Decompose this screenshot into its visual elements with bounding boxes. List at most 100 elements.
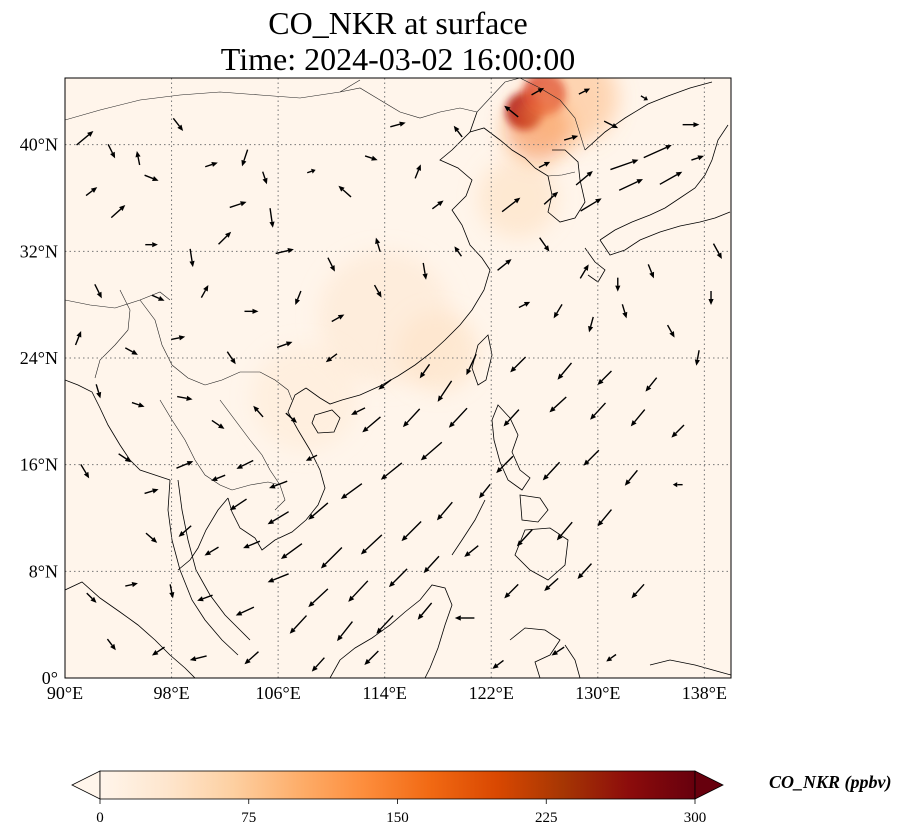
wind-arrow <box>376 615 394 634</box>
wind-arrow <box>466 353 477 376</box>
lat-tick-label: 0° <box>42 668 58 688</box>
wind-arrow <box>235 606 255 616</box>
wind-arrow <box>269 208 275 228</box>
wind-arrow <box>306 168 316 174</box>
luzon <box>491 404 531 491</box>
colorbar-tick-label: 300 <box>684 810 707 826</box>
wind-arrow <box>135 151 141 166</box>
wind-arrow <box>229 201 247 209</box>
wind-arrow <box>448 407 468 428</box>
wind-arrow <box>308 588 329 608</box>
wind-arrow <box>144 488 159 495</box>
wind-arrow <box>422 262 428 280</box>
wind-arrow <box>80 463 90 479</box>
wind-arrow <box>553 303 563 319</box>
wind-arrow <box>85 187 98 197</box>
wind-arrow <box>531 87 545 96</box>
concentration-hotspot <box>477 158 558 238</box>
wind-arrow <box>496 455 514 474</box>
wind-arrow <box>200 285 209 298</box>
wind-arrow <box>362 416 381 433</box>
russia-coastline <box>584 81 713 151</box>
wind-arrow <box>197 594 213 602</box>
wind-arrow <box>169 584 175 599</box>
wind-arrow <box>437 380 453 402</box>
sulawesi <box>509 627 561 678</box>
wind-arrow <box>666 324 675 338</box>
wind-arrow <box>577 563 592 580</box>
lon-tick-label: 98°E <box>153 683 189 703</box>
japan-kyushu <box>584 247 606 283</box>
lat-tick-label: 40°N <box>20 135 58 155</box>
wind-arrow <box>414 164 421 179</box>
wind-arrow <box>311 657 325 672</box>
wind-arrow <box>621 304 628 319</box>
lon-tick-label: 130°E <box>575 683 620 703</box>
wind-arrow <box>549 396 567 413</box>
wind-arrow <box>76 131 94 146</box>
wind-arrow <box>373 284 382 298</box>
wind-arrow <box>538 161 551 169</box>
wind-arrow <box>285 412 298 423</box>
wind-arrow <box>378 379 392 390</box>
colorbar-ticks: 0 75 150 225 300 <box>96 799 706 826</box>
wind-arrow <box>556 521 573 541</box>
wind-arrow <box>501 197 521 213</box>
wind-arrow <box>107 144 116 159</box>
colorbar-extend-max <box>694 770 724 800</box>
wind-arrow <box>478 483 491 499</box>
wind-arrow <box>539 237 550 252</box>
wind-arrow <box>360 534 383 555</box>
malay-peninsula-west <box>167 479 239 656</box>
wind-arrow <box>94 284 102 299</box>
wind-arrow <box>338 185 352 198</box>
wind-arrow <box>262 171 268 185</box>
wind-arrow <box>253 405 264 418</box>
lon-tick-label: 90°E <box>47 683 83 703</box>
borneo <box>329 584 453 678</box>
wind-arrow <box>118 453 132 463</box>
wind-arrow <box>388 568 408 588</box>
wind-arrow <box>454 246 463 257</box>
wind-arrow <box>178 525 192 537</box>
wind-arrow <box>580 198 602 212</box>
wind-arrow <box>241 149 249 167</box>
wind-arrow <box>380 462 403 480</box>
wind-arrow <box>106 638 116 651</box>
wind-arrow <box>364 650 379 665</box>
wind-arrow <box>218 231 232 245</box>
colorbar-tick-label: 150 <box>386 810 409 826</box>
mindanao <box>514 527 569 581</box>
border-china-russia <box>339 78 586 151</box>
concentration-hotspot <box>524 78 618 145</box>
hainan <box>311 409 341 434</box>
wind-arrow <box>189 248 195 268</box>
korea-coastline <box>534 149 586 223</box>
wind-arrow <box>351 407 366 415</box>
wind-arrow <box>145 242 158 248</box>
wind-arrow <box>267 511 289 525</box>
colorbar-tick-label: 0 <box>96 810 104 826</box>
wind-arrow <box>497 259 512 271</box>
wind-vectors <box>74 87 722 672</box>
wind-arrow <box>691 155 704 161</box>
wind-arrow <box>682 122 700 128</box>
wind-arrow <box>659 171 683 185</box>
wind-arrow <box>420 441 443 461</box>
wind-arrow <box>618 179 643 191</box>
wind-arrow <box>401 521 422 542</box>
wind-arrow <box>375 237 381 252</box>
wind-arrow <box>563 135 579 141</box>
colorbar-label: CO_NKR (ppbv) <box>769 772 892 793</box>
japan-south <box>599 211 731 256</box>
border-south-asia <box>94 289 131 379</box>
wind-arrow <box>229 498 247 511</box>
wind-arrow <box>151 646 165 656</box>
sumatra <box>65 581 196 678</box>
wind-arrow <box>597 509 612 527</box>
lat-tick-label: 8°N <box>29 561 58 581</box>
lat-tick-label: 32°N <box>20 241 58 261</box>
wind-arrow <box>504 105 519 118</box>
wind-arrow <box>583 449 600 466</box>
wind-arrow <box>86 592 97 603</box>
